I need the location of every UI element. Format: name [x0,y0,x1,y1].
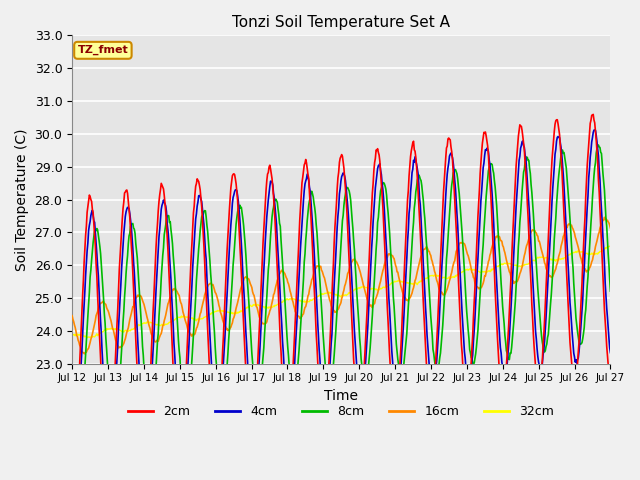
X-axis label: Time: Time [324,389,358,403]
Title: Tonzi Soil Temperature Set A: Tonzi Soil Temperature Set A [232,15,451,30]
Text: TZ_fmet: TZ_fmet [77,45,128,56]
Y-axis label: Soil Temperature (C): Soil Temperature (C) [15,128,29,271]
Legend: 2cm, 4cm, 8cm, 16cm, 32cm: 2cm, 4cm, 8cm, 16cm, 32cm [124,400,559,423]
